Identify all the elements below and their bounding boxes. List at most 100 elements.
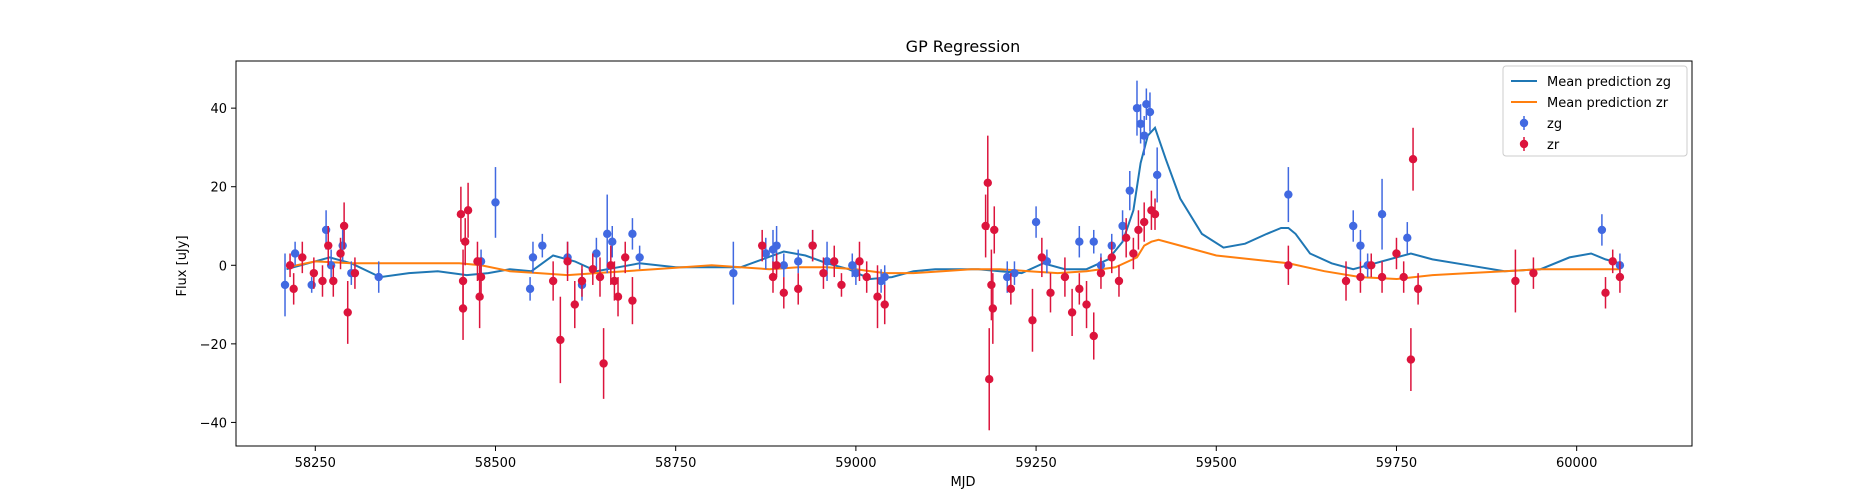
data-point	[1356, 241, 1365, 250]
data-point	[318, 276, 327, 286]
data-point	[794, 284, 803, 294]
data-point	[1284, 261, 1293, 270]
data-point	[463, 206, 473, 215]
data-point	[1136, 119, 1145, 129]
legend-label: zr	[1547, 138, 1560, 153]
data-point	[1125, 186, 1134, 195]
data-point	[556, 335, 565, 345]
y-tick-label: 20	[210, 181, 227, 196]
data-point	[339, 221, 349, 231]
legend-swatch	[1519, 139, 1529, 149]
data-point	[981, 221, 990, 231]
data-point	[880, 300, 889, 309]
data-point	[570, 300, 579, 309]
x-tick-label: 59500	[1196, 456, 1237, 471]
series-line-mean-zr	[286, 238, 1620, 281]
plot-contents	[280, 80, 1625, 431]
data-point	[1139, 217, 1149, 227]
data-point	[729, 268, 738, 278]
chart-title: GP Regression	[906, 37, 1021, 56]
legend-label: zg	[1547, 117, 1562, 132]
data-point	[458, 304, 468, 313]
data-point	[1399, 272, 1408, 282]
data-point	[1121, 233, 1131, 242]
data-point	[374, 272, 383, 282]
data-point	[985, 375, 994, 384]
data-point	[830, 257, 839, 266]
data-point	[475, 292, 484, 301]
data-point	[990, 225, 999, 235]
x-tick-label: 58750	[655, 456, 696, 471]
data-point	[757, 241, 767, 250]
data-point	[1107, 253, 1116, 262]
data-point	[822, 257, 832, 266]
data-point	[1377, 272, 1387, 282]
x-tick-label: 59750	[1376, 456, 1417, 471]
data-point	[855, 257, 864, 266]
data-point	[1114, 276, 1124, 286]
data-point	[338, 241, 347, 250]
data-point	[350, 268, 360, 278]
data-point	[1006, 284, 1016, 294]
data-point	[761, 249, 770, 258]
data-point	[1392, 249, 1401, 258]
data-point	[988, 304, 998, 313]
data-point	[1349, 221, 1358, 231]
data-point	[476, 272, 486, 282]
legend-item: Mean prediction zg	[1511, 75, 1671, 90]
data-point	[628, 296, 637, 305]
data-point	[613, 292, 623, 301]
data-point	[1096, 268, 1106, 278]
data-point	[621, 253, 630, 262]
data-point	[1028, 316, 1037, 325]
data-point	[1152, 170, 1162, 180]
data-point	[577, 276, 587, 286]
x-tick-label: 59250	[1015, 456, 1056, 471]
data-point	[309, 268, 319, 278]
y-tick-label: −40	[200, 416, 227, 431]
data-point	[1615, 272, 1625, 282]
data-point	[1118, 221, 1127, 231]
data-point	[1067, 308, 1077, 317]
data-point	[608, 237, 617, 246]
data-point	[1341, 276, 1351, 286]
data-point	[1010, 268, 1019, 278]
data-point	[1406, 355, 1416, 364]
data-point	[1139, 131, 1149, 140]
data-point	[1529, 268, 1538, 278]
legend-swatch	[1519, 118, 1529, 128]
x-axis: 58250 58500 58750 59000 59250 59500 59750 60000	[295, 446, 1597, 471]
x-tick-label: 59000	[835, 456, 876, 471]
data-point	[779, 288, 789, 297]
data-point	[280, 280, 290, 290]
data-point	[1134, 225, 1143, 235]
data-point	[1129, 249, 1138, 258]
legend-label: Mean prediction zg	[1547, 75, 1671, 90]
data-point	[525, 284, 535, 294]
data-point	[461, 237, 470, 246]
data-point	[491, 198, 500, 207]
y-tick-label: −20	[200, 338, 227, 353]
series-zr	[285, 127, 1625, 431]
data-point	[528, 253, 538, 262]
data-point	[983, 178, 992, 187]
data-point	[1089, 237, 1098, 246]
y-axis: −40 −20 0 20 40	[200, 102, 236, 431]
data-point	[603, 229, 612, 239]
data-point	[848, 261, 857, 270]
data-point	[1089, 331, 1098, 341]
data-point	[1075, 284, 1084, 294]
data-point	[610, 276, 619, 286]
data-point	[1377, 210, 1387, 219]
data-point	[628, 229, 637, 239]
data-point	[1082, 300, 1091, 309]
data-point	[851, 268, 861, 278]
data-point	[329, 276, 338, 286]
data-point	[324, 241, 333, 250]
data-point	[289, 284, 298, 294]
legend-box	[1502, 65, 1688, 157]
data-point	[1413, 284, 1423, 294]
data-point	[779, 261, 789, 270]
y-tick-label: 0	[219, 259, 227, 274]
legend-label: Mean prediction zr	[1547, 96, 1669, 111]
